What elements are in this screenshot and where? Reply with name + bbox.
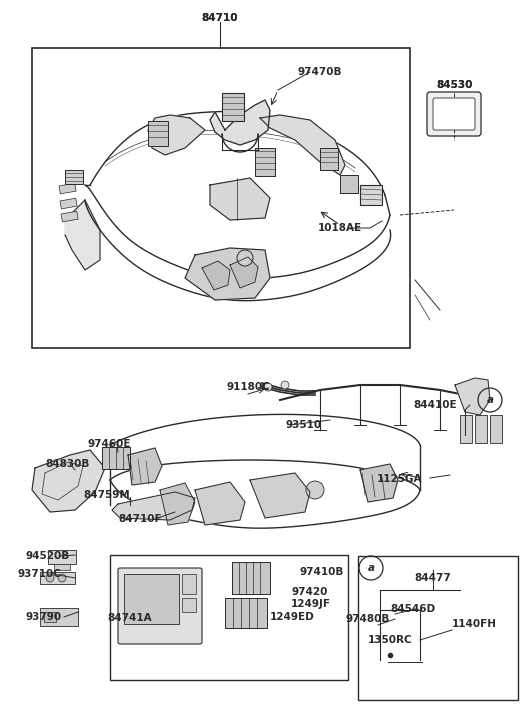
Circle shape — [264, 383, 272, 391]
Circle shape — [306, 481, 324, 499]
Bar — [32, 48, 410, 348]
Text: a: a — [486, 395, 494, 405]
Bar — [124, 574, 179, 624]
Text: 1249ED: 1249ED — [270, 612, 315, 622]
Bar — [475, 415, 487, 443]
Text: 97480B: 97480B — [346, 614, 390, 624]
Text: 93510: 93510 — [285, 420, 321, 430]
Text: 1140FH: 1140FH — [452, 619, 497, 629]
FancyBboxPatch shape — [433, 98, 475, 130]
Text: 94520B: 94520B — [26, 551, 70, 561]
Polygon shape — [32, 450, 105, 512]
Polygon shape — [210, 100, 270, 145]
Polygon shape — [202, 261, 230, 290]
Polygon shape — [128, 448, 162, 485]
Bar — [182, 598, 196, 612]
Polygon shape — [230, 257, 258, 288]
Text: 84710: 84710 — [202, 13, 238, 23]
FancyBboxPatch shape — [427, 92, 481, 136]
Bar — [148, 121, 168, 146]
Text: 93710C: 93710C — [18, 569, 62, 579]
Text: 1125GA: 1125GA — [377, 474, 422, 484]
Polygon shape — [112, 492, 195, 520]
Bar — [61, 212, 78, 222]
Polygon shape — [160, 483, 195, 525]
Text: 84546D: 84546D — [390, 604, 435, 614]
Bar — [255, 148, 275, 176]
Bar — [40, 572, 75, 584]
Text: 84477: 84477 — [414, 573, 451, 583]
Text: 1018AE: 1018AE — [318, 223, 362, 233]
Text: 84759M: 84759M — [83, 490, 130, 500]
Bar — [222, 93, 244, 121]
Text: 91180C: 91180C — [226, 382, 270, 392]
Text: 97470B: 97470B — [298, 67, 343, 77]
Polygon shape — [360, 464, 398, 502]
Bar — [59, 183, 76, 194]
Bar — [225, 598, 267, 628]
Bar — [60, 198, 77, 209]
Bar — [358, 556, 518, 700]
Bar — [320, 148, 338, 170]
Text: a: a — [368, 563, 375, 573]
Polygon shape — [185, 248, 270, 300]
Circle shape — [281, 381, 289, 389]
Bar — [54, 564, 70, 570]
Circle shape — [58, 574, 66, 582]
Text: 84710F: 84710F — [118, 514, 162, 524]
Bar — [182, 574, 196, 594]
Text: 84830B: 84830B — [45, 459, 89, 469]
Text: 1350RC: 1350RC — [368, 635, 413, 645]
Text: 84530: 84530 — [437, 80, 473, 90]
Text: 1249JF: 1249JF — [291, 599, 331, 609]
Text: 93790: 93790 — [26, 612, 62, 622]
Bar — [460, 415, 472, 443]
Bar — [102, 447, 130, 469]
Polygon shape — [455, 378, 490, 415]
Bar — [48, 550, 76, 564]
Text: 97420: 97420 — [291, 587, 327, 597]
Polygon shape — [195, 482, 245, 525]
Polygon shape — [250, 473, 310, 518]
Polygon shape — [65, 200, 100, 270]
Bar — [490, 415, 502, 443]
Text: 97410B: 97410B — [300, 567, 344, 577]
Bar — [360, 185, 382, 205]
Bar — [65, 170, 83, 184]
Polygon shape — [210, 178, 270, 220]
Polygon shape — [148, 115, 205, 155]
Bar — [44, 612, 56, 622]
Text: 84710: 84710 — [202, 13, 238, 23]
FancyBboxPatch shape — [118, 568, 202, 644]
Bar — [40, 608, 78, 626]
Bar — [232, 562, 270, 594]
Text: 97460E: 97460E — [88, 439, 131, 449]
Polygon shape — [260, 115, 345, 175]
Text: 84530: 84530 — [437, 80, 473, 90]
Bar — [340, 175, 358, 193]
Text: 84741A: 84741A — [107, 613, 152, 623]
Text: 84410E: 84410E — [413, 400, 456, 410]
Bar — [110, 555, 348, 680]
Circle shape — [237, 250, 253, 266]
Circle shape — [46, 574, 54, 582]
